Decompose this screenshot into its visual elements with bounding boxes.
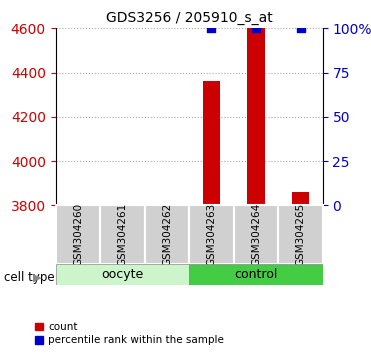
Text: GSM304265: GSM304265 — [296, 203, 305, 266]
Bar — [56, 205, 100, 264]
Text: GSM304260: GSM304260 — [73, 203, 83, 266]
Bar — [189, 264, 323, 285]
Point — [209, 25, 214, 31]
Text: ▶: ▶ — [33, 273, 41, 283]
Bar — [247, 28, 265, 205]
Text: control: control — [234, 268, 278, 281]
Text: cell type: cell type — [4, 272, 54, 284]
Point — [253, 25, 259, 31]
Text: GSM304263: GSM304263 — [207, 203, 216, 266]
Bar — [145, 205, 189, 264]
Bar — [100, 205, 145, 264]
Text: GSM304264: GSM304264 — [251, 203, 261, 266]
Bar — [278, 205, 323, 264]
Bar — [56, 264, 189, 285]
Text: oocyte: oocyte — [101, 268, 144, 281]
Bar — [189, 205, 234, 264]
Bar — [234, 205, 278, 264]
Point — [298, 25, 303, 31]
Text: GSM304262: GSM304262 — [162, 203, 172, 266]
Bar — [203, 81, 220, 205]
Bar — [292, 192, 309, 205]
Legend: count, percentile rank within the sample: count, percentile rank within the sample — [35, 322, 224, 345]
Text: GSM304261: GSM304261 — [118, 203, 127, 266]
Title: GDS3256 / 205910_s_at: GDS3256 / 205910_s_at — [106, 11, 273, 24]
